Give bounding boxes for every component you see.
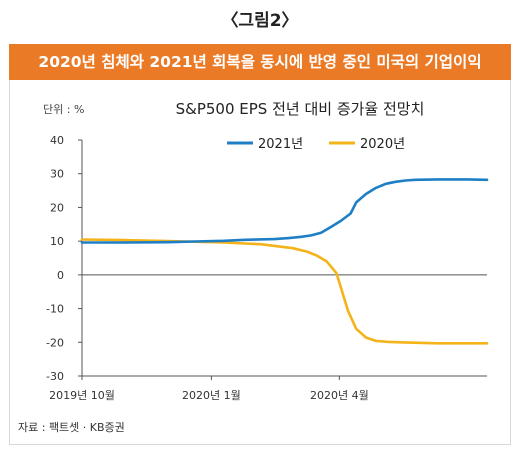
chart-panel bbox=[9, 80, 511, 445]
legend: 2021년 2020년 bbox=[227, 137, 405, 152]
legend-label: 2021년 bbox=[258, 137, 303, 152]
y-tick-label: 20 bbox=[50, 201, 64, 214]
y-tick-label: -30 bbox=[46, 370, 64, 383]
axes: 40 30 20 10 0 -10 -20 -30 2019년 10월 2020년 1월 2020년… bbox=[46, 134, 487, 402]
series-line-2020년 bbox=[80, 238, 489, 345]
x-tick-label: 2020년 4월 bbox=[310, 389, 369, 402]
y-tick-label: 10 bbox=[50, 235, 64, 248]
figure-label: 〈그림2〉 bbox=[221, 11, 299, 31]
x-tick-label: 2019년 10월 bbox=[49, 389, 115, 402]
source-note: 자료 : 팩트셋 · KB증권 bbox=[18, 421, 125, 434]
series-layer bbox=[80, 178, 489, 345]
legend-label: 2020년 bbox=[360, 137, 405, 152]
y-tick-label: -10 bbox=[46, 303, 64, 316]
y-tick-label: 0 bbox=[57, 269, 64, 282]
y-tick-label: 40 bbox=[50, 134, 64, 147]
x-tick-label: 2020년 1월 bbox=[182, 389, 241, 402]
banner-title: 2020년 침체와 2021년 회복을 동시에 반영 중인 미국의 기업이익 bbox=[9, 44, 511, 80]
y-tick-label: -20 bbox=[46, 336, 64, 349]
chart-title: S&P500 EPS 전년 대비 증가율 전망치 bbox=[176, 100, 425, 118]
y-tick-label: 30 bbox=[50, 168, 64, 181]
series-line-2021년 bbox=[80, 178, 489, 244]
unit-label: 단위 : % bbox=[43, 103, 84, 116]
